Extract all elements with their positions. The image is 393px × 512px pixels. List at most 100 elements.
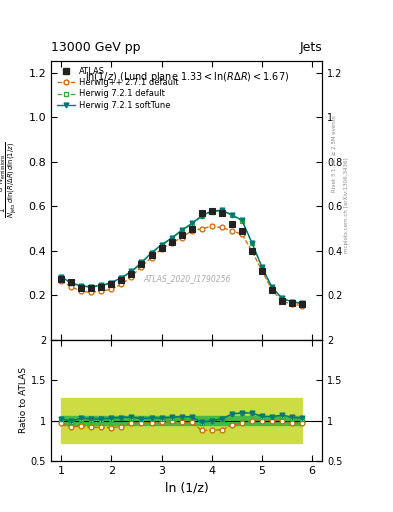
Herwig++ 2.7.1 default (199, 226, 204, 232)
Herwig++ 2.7.1 default (230, 228, 234, 234)
Herwig 7.2.1 default (280, 296, 285, 302)
Text: 13000 GeV pp: 13000 GeV pp (51, 41, 141, 54)
Herwig 7.2.1 default (230, 212, 234, 218)
Herwig 7.2.1 default (119, 275, 124, 281)
ATLAS (219, 210, 224, 216)
Herwig 7.2.1 softTune (119, 274, 124, 281)
Y-axis label: Ratio to ATLAS: Ratio to ATLAS (19, 368, 28, 434)
ATLAS (270, 287, 274, 293)
Line: Herwig++ 2.7.1 default: Herwig++ 2.7.1 default (59, 224, 305, 308)
Herwig 7.2.1 default (300, 301, 305, 307)
Herwig 7.2.1 softTune (169, 235, 174, 241)
ATLAS (119, 277, 124, 283)
Text: $\ln(1/z)$ (Lund plane $1.33<\ln(R\Delta R)<1.67$): $\ln(1/z)$ (Lund plane $1.33<\ln(R\Delta… (84, 70, 289, 84)
Herwig++ 2.7.1 default (59, 278, 64, 284)
Herwig 7.2.1 default (89, 284, 94, 290)
Herwig 7.2.1 default (199, 214, 204, 220)
Herwig++ 2.7.1 default (109, 286, 114, 292)
X-axis label: ln (1/z): ln (1/z) (165, 481, 209, 494)
ATLAS (260, 268, 264, 274)
ATLAS (89, 285, 94, 291)
Herwig++ 2.7.1 default (169, 240, 174, 246)
Herwig++ 2.7.1 default (139, 264, 144, 270)
Herwig 7.2.1 softTune (89, 284, 94, 290)
Herwig 7.2.1 softTune (139, 260, 144, 266)
ATLAS (169, 239, 174, 245)
Herwig 7.2.1 softTune (230, 212, 234, 218)
Herwig++ 2.7.1 default (209, 223, 214, 229)
Herwig 7.2.1 softTune (219, 207, 224, 214)
Herwig 7.2.1 default (99, 283, 104, 289)
Herwig 7.2.1 default (290, 299, 294, 305)
Text: Rivet 3.1.10, ≥ 2.5M events: Rivet 3.1.10, ≥ 2.5M events (332, 115, 337, 192)
Herwig 7.2.1 softTune (149, 250, 154, 256)
ATLAS (189, 226, 194, 232)
Herwig++ 2.7.1 default (250, 248, 254, 254)
Herwig++ 2.7.1 default (300, 303, 305, 309)
Herwig 7.2.1 default (270, 285, 274, 291)
Herwig 7.2.1 softTune (69, 280, 73, 286)
ATLAS (230, 221, 234, 227)
ATLAS (290, 300, 294, 306)
Herwig++ 2.7.1 default (69, 284, 73, 290)
Text: mcplots.cern.ch [arXiv:1306.3436]: mcplots.cern.ch [arXiv:1306.3436] (344, 157, 349, 252)
Herwig 7.2.1 softTune (240, 217, 244, 223)
ATLAS (69, 279, 73, 285)
Line: ATLAS: ATLAS (58, 208, 305, 308)
Herwig 7.2.1 default (219, 208, 224, 214)
Herwig++ 2.7.1 default (159, 246, 164, 252)
ATLAS (129, 271, 134, 278)
ATLAS (199, 210, 204, 216)
Herwig 7.2.1 default (129, 269, 134, 275)
Herwig 7.2.1 softTune (270, 284, 274, 290)
ATLAS (99, 284, 104, 290)
Herwig 7.2.1 softTune (99, 283, 104, 289)
Herwig 7.2.1 softTune (280, 295, 285, 302)
Herwig++ 2.7.1 default (260, 268, 264, 274)
Herwig 7.2.1 default (59, 274, 64, 281)
Herwig 7.2.1 softTune (159, 242, 164, 248)
Herwig++ 2.7.1 default (149, 254, 154, 261)
Herwig 7.2.1 default (159, 242, 164, 248)
Line: Herwig 7.2.1 softTune: Herwig 7.2.1 softTune (59, 208, 305, 306)
Herwig 7.2.1 default (79, 284, 84, 290)
Line: Herwig 7.2.1 default: Herwig 7.2.1 default (59, 208, 305, 306)
Herwig++ 2.7.1 default (89, 289, 94, 295)
ATLAS (240, 228, 244, 234)
Herwig++ 2.7.1 default (79, 288, 84, 294)
Herwig++ 2.7.1 default (179, 234, 184, 241)
Herwig 7.2.1 softTune (59, 274, 64, 280)
Herwig++ 2.7.1 default (99, 288, 104, 294)
Herwig 7.2.1 default (109, 280, 114, 286)
ATLAS (159, 245, 164, 251)
Herwig 7.2.1 softTune (300, 300, 305, 306)
Herwig++ 2.7.1 default (280, 298, 285, 304)
Text: $\frac{1}{N_{\rm jets}}\frac{d^2 N_{\rm emissions}}{d\ln(R/\Delta R)\,d\ln(1/z)}: $\frac{1}{N_{\rm jets}}\frac{d^2 N_{\rm … (0, 141, 20, 218)
ATLAS (179, 232, 184, 239)
Herwig 7.2.1 softTune (109, 280, 114, 286)
Herwig 7.2.1 softTune (179, 227, 184, 233)
Herwig++ 2.7.1 default (189, 228, 194, 234)
Herwig++ 2.7.1 default (219, 224, 224, 230)
ATLAS (59, 275, 64, 282)
Herwig 7.2.1 softTune (189, 220, 194, 226)
Herwig 7.2.1 default (209, 209, 214, 215)
Herwig++ 2.7.1 default (119, 281, 124, 287)
Herwig 7.2.1 softTune (79, 283, 84, 289)
Herwig 7.2.1 softTune (129, 268, 134, 274)
Herwig 7.2.1 default (240, 218, 244, 224)
Herwig++ 2.7.1 default (129, 273, 134, 280)
ATLAS (280, 298, 285, 304)
Herwig 7.2.1 softTune (290, 298, 294, 305)
ATLAS (139, 261, 144, 267)
Herwig 7.2.1 softTune (260, 264, 264, 270)
Herwig++ 2.7.1 default (290, 302, 294, 308)
Herwig 7.2.1 default (169, 236, 174, 242)
Herwig 7.2.1 softTune (199, 212, 204, 219)
ATLAS (300, 302, 305, 308)
Text: Jets: Jets (299, 41, 322, 54)
Herwig 7.2.1 default (250, 240, 254, 246)
Herwig 7.2.1 default (189, 221, 194, 227)
ATLAS (209, 208, 214, 214)
ATLAS (149, 252, 154, 259)
